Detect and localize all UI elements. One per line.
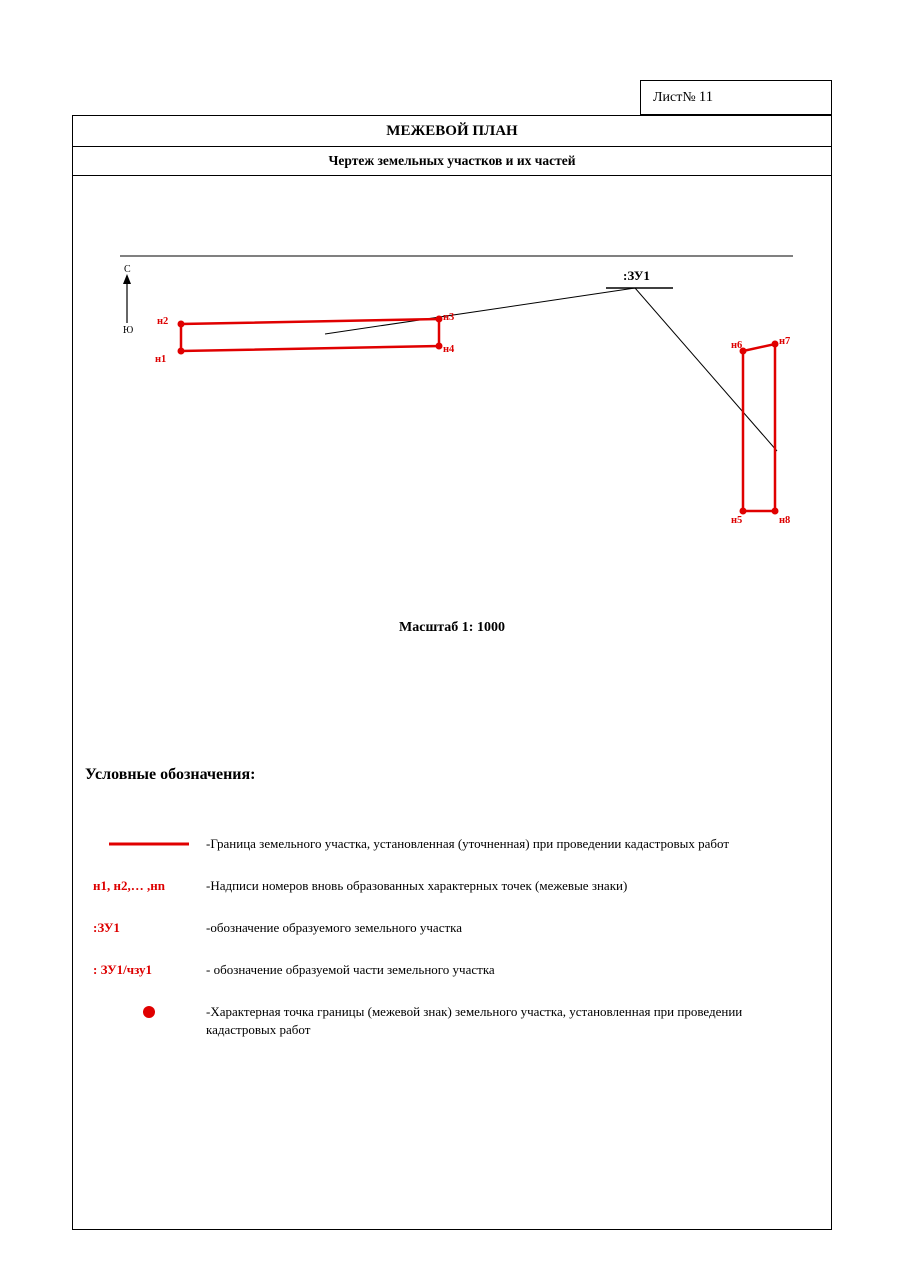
legend-row: -Граница земельного участка, установленн… bbox=[73, 834, 831, 854]
legend-symbol: :ЗУ1 bbox=[91, 918, 206, 938]
legend-row: -Характерная точка границы (межевой знак… bbox=[73, 1002, 831, 1038]
legend-title: Условные обозначения: bbox=[85, 766, 831, 784]
legend-row: : ЗУ1/чзу1- обозначение образуемой части… bbox=[73, 960, 831, 980]
point-label: н3 bbox=[443, 312, 454, 323]
sheet-number: 11 bbox=[699, 89, 713, 106]
sheet-number-box: Лист№ 11 bbox=[640, 80, 832, 115]
legend-symbol bbox=[91, 1002, 206, 1022]
legend-row: н1, н2,… ,нn-Надписи номеров вновь образ… bbox=[73, 876, 831, 896]
scale-label: Масштаб 1: 1000 bbox=[73, 620, 831, 636]
point-label: н7 bbox=[779, 336, 790, 347]
point-label: н2 bbox=[157, 316, 168, 327]
point-label: н4 bbox=[443, 344, 454, 355]
parcel-callout-label: :ЗУ1 bbox=[623, 268, 650, 284]
point-label: н5 bbox=[731, 515, 742, 526]
point-label: н8 bbox=[779, 515, 790, 526]
drawing-area: н1 н2 н3 н4 н5 н6 н7 н8 С Ю :ЗУ1 bbox=[73, 176, 831, 616]
legend-description: -Характерная точка границы (межевой знак… bbox=[206, 1002, 813, 1038]
legend-row: :ЗУ1-обозначение образуемого земельного … bbox=[73, 918, 831, 938]
legend-description: -обозначение образуемого земельного учас… bbox=[206, 918, 813, 937]
legend-symbol: н1, н2,… ,нn bbox=[91, 876, 206, 896]
point-label: н1 bbox=[155, 354, 166, 365]
compass-south: Ю bbox=[123, 325, 133, 336]
main-title: МЕЖЕВОЙ ПЛАН bbox=[73, 116, 831, 147]
legend-description: -Граница земельного участка, установленн… bbox=[206, 834, 813, 853]
page-frame: МЕЖЕВОЙ ПЛАН Чертеж земельных участков и… bbox=[72, 115, 832, 1230]
legend-symbol: : ЗУ1/чзу1 bbox=[91, 960, 206, 980]
point-label: н6 bbox=[731, 340, 742, 351]
sheet-label: Лист№ bbox=[653, 90, 696, 106]
legend: -Граница земельного участка, установленн… bbox=[73, 834, 831, 1038]
legend-description: -Надписи номеров вновь образованных хара… bbox=[206, 876, 813, 895]
compass-north: С bbox=[124, 264, 131, 275]
legend-description: - обозначение образуемой части земельног… bbox=[206, 960, 813, 979]
sub-title: Чертеж земельных участков и их частей bbox=[73, 147, 831, 176]
legend-symbol bbox=[91, 834, 206, 854]
cadastral-plot bbox=[73, 176, 833, 616]
